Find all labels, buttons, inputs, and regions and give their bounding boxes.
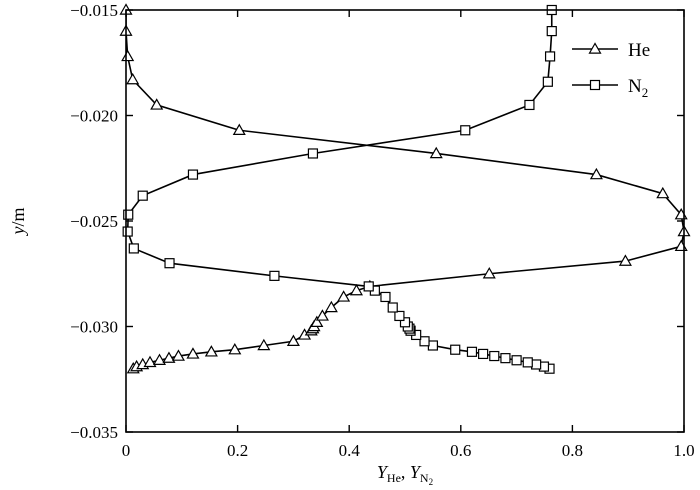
x-tick-label: 0.6 <box>450 441 471 460</box>
data-point-n2 <box>380 291 391 303</box>
y-tick-label: −0.015 <box>70 1 118 20</box>
data-point-he <box>618 254 632 266</box>
x-tick-label: 0.4 <box>339 441 361 460</box>
series-line-he <box>126 10 684 370</box>
data-point-n2 <box>478 348 489 360</box>
data-point-n2 <box>128 243 139 254</box>
data-point-n2 <box>542 76 553 87</box>
data-point-he <box>674 239 688 252</box>
data-point-he <box>171 349 185 361</box>
y-axis-unit: /m <box>8 207 28 226</box>
data-point-n2 <box>307 148 319 159</box>
data-point-n2 <box>137 190 148 201</box>
data-point-he <box>228 343 242 355</box>
legend-label-sub: 2 <box>642 85 649 100</box>
data-point-he <box>143 355 157 368</box>
series-line-n2 <box>126 10 553 370</box>
y-tick-label: −0.025 <box>70 212 118 231</box>
data-point-n2 <box>387 302 398 313</box>
data-point-he <box>286 334 300 346</box>
data-point-n2 <box>466 346 478 357</box>
legend-label-main: He <box>628 40 650 61</box>
legend-marker <box>589 79 601 91</box>
data-point-n2 <box>524 99 535 111</box>
axis-layer: 0 0.2 0.4 0.6 0.8 1.0 −0.035 −0.030 −0.025 −0.020… <box>70 1 694 460</box>
data-point-he <box>337 290 351 302</box>
y-axis-title: y/m <box>8 207 28 236</box>
x-tick-label: 0.8 <box>562 441 583 460</box>
data-point-he <box>656 186 670 199</box>
data-point-he <box>186 347 200 359</box>
legend-label-main: N <box>628 76 642 97</box>
data-point-he <box>429 146 443 159</box>
data-point-n2 <box>122 226 133 237</box>
x-axis-title: YHe, YN2 <box>377 462 433 487</box>
y-axis-variable: y <box>8 227 28 237</box>
x-tick-label: 0.2 <box>227 441 248 460</box>
data-point-he <box>482 267 496 279</box>
legend-label: He <box>628 40 650 61</box>
x-axis-symbol-2: Y <box>410 462 422 482</box>
data-point-n2 <box>427 340 438 351</box>
data-point-he <box>150 98 164 110</box>
data-point-n2 <box>511 355 522 366</box>
y-tick-label: −0.030 <box>70 318 118 337</box>
data-point-he <box>315 309 329 321</box>
data-point-he <box>349 283 363 296</box>
data-point-he <box>257 338 271 351</box>
x-tick-label: 0 <box>122 441 131 460</box>
legend-label: N2 <box>628 76 648 100</box>
data-point-n2 <box>500 353 511 364</box>
legend: He N2 <box>572 40 650 100</box>
x-tick-label: 1.0 <box>673 441 694 460</box>
data-point-n2 <box>460 125 471 136</box>
data-point-n2 <box>531 359 542 370</box>
data-point-he <box>126 72 140 85</box>
data-point-he <box>152 353 167 365</box>
data-point-n2 <box>363 281 374 292</box>
data-point-n2 <box>399 317 411 328</box>
data-point-he <box>204 345 218 357</box>
x-axis-separator: , <box>401 462 410 482</box>
data-point-n2 <box>187 169 199 180</box>
data-point-n2 <box>394 310 405 322</box>
x-axis-sub-n: N <box>420 471 429 485</box>
x-axis-symbol-1: Y <box>377 462 389 482</box>
data-point-n2 <box>546 26 557 37</box>
data-point-he <box>232 123 246 135</box>
data-point-n2 <box>269 270 280 281</box>
data-point-he <box>324 300 338 313</box>
data-point-n2 <box>450 344 461 355</box>
data-point-n2 <box>522 357 533 368</box>
data-point-n2 <box>419 336 430 347</box>
data-point-n2 <box>123 209 134 220</box>
data-point-he <box>589 167 603 180</box>
x-axis-sub-2: 2 <box>429 477 434 487</box>
series-layer <box>126 10 684 370</box>
data-point-he <box>121 49 135 62</box>
data-point-he <box>162 351 176 363</box>
y-tick-label: −0.020 <box>70 107 118 126</box>
data-point-he <box>310 315 324 328</box>
legend-marker <box>588 42 602 54</box>
data-point-n2 <box>489 350 500 362</box>
x-axis-sub-he: He <box>387 471 401 485</box>
plot-frame <box>125 9 685 433</box>
marker-layer <box>119 3 691 374</box>
data-point-n2 <box>544 51 556 62</box>
y-tick-label: −0.035 <box>70 423 118 442</box>
data-point-n2 <box>164 258 175 269</box>
